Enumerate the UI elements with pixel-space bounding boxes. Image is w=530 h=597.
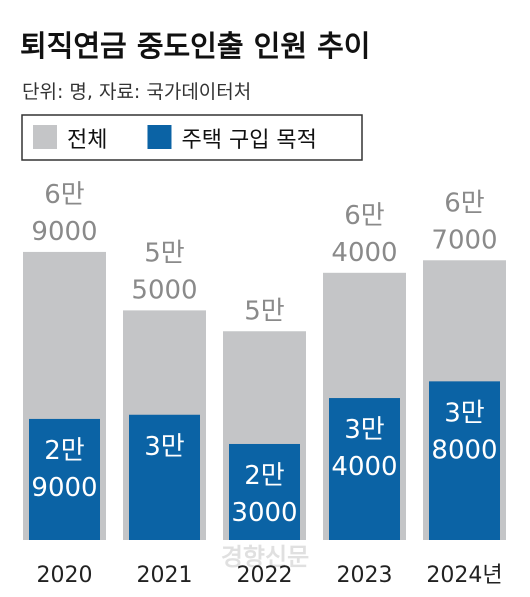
legend-box (21, 114, 363, 161)
value-label: 5만 (244, 296, 284, 326)
x-tick-label: 2023 (337, 563, 393, 588)
value-label: 3만 8000 (431, 398, 497, 465)
value-label: 2만 9000 (31, 436, 97, 503)
x-tick-label: 2021 (137, 563, 193, 588)
legend-label: 주택 구입 목적 (181, 128, 316, 153)
bar (129, 414, 200, 540)
x-tick-label: 2024년 (426, 563, 502, 588)
bar (229, 443, 300, 540)
bar (329, 398, 400, 540)
value-label: 6만 4000 (331, 201, 397, 268)
value-label: 5만 5000 (131, 238, 197, 305)
value-label: 6만 9000 (31, 180, 97, 247)
bar (429, 381, 500, 540)
chart-subtitle: 단위: 명, 자료: 국가데이터처 (22, 81, 251, 103)
value-label: 3만 (144, 432, 184, 462)
legend-swatch (33, 125, 57, 149)
legend-swatch (147, 125, 172, 149)
bar (29, 418, 100, 540)
x-tick-label: 2022 (237, 563, 293, 588)
x-tick-label: 2020 (37, 563, 93, 588)
watermark: 경향신문 (221, 543, 309, 571)
value-label: 3만 4000 (331, 415, 397, 482)
chart-title: 퇴직연금 중도인출 인원 추이 (20, 29, 370, 63)
legend-label: 전체 (67, 128, 107, 153)
value-label: 2만 3000 (231, 461, 297, 528)
value-label: 6만 7000 (431, 188, 497, 255)
